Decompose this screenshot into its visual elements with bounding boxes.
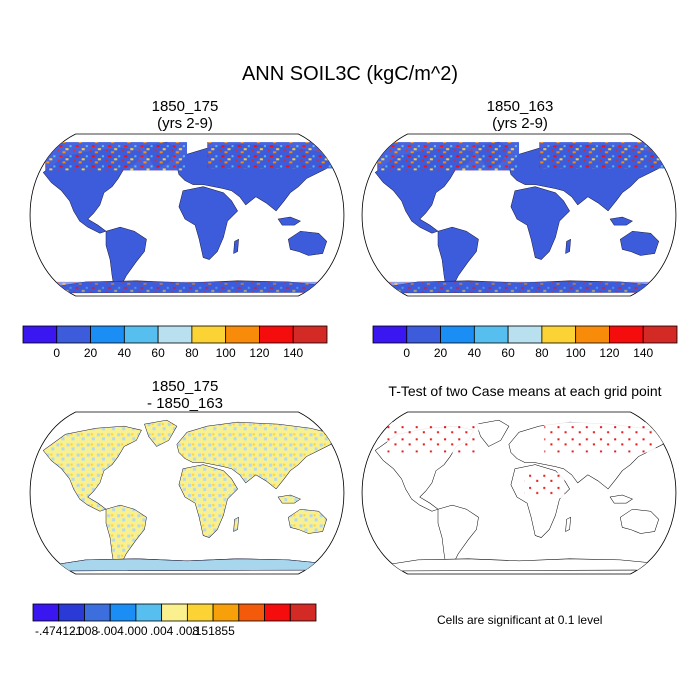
colorbar-tick-label: 120 xyxy=(599,346,620,360)
colorbar-tick-label: 80 xyxy=(535,346,549,360)
colorbar-swatch xyxy=(135,603,163,622)
panel-title-case2-line2: (yrs 2-9) xyxy=(492,115,548,132)
colorbar-swatch xyxy=(161,603,188,622)
colorbar-tick-label: 140 xyxy=(633,346,654,360)
colorbar-tick-label: 60 xyxy=(151,346,165,360)
colorbar-swatch xyxy=(259,325,294,344)
colorbar-swatch xyxy=(575,325,610,344)
panel-title-case1-line2: (yrs 2-9) xyxy=(157,115,213,132)
colorbar-swatch xyxy=(191,325,227,344)
colorbar-tick-label: 140 xyxy=(283,346,304,360)
colorbar-tick-label: 80 xyxy=(185,346,199,360)
colorbar-swatch xyxy=(186,603,214,622)
map-panel-case2 xyxy=(361,133,677,297)
colorbar-swatch xyxy=(238,603,265,622)
colorbar-swatch xyxy=(440,325,475,344)
panel-title-case2-line1: 1850_163 xyxy=(486,98,554,115)
figure-title: ANN SOIL3C (kgC/m^2) xyxy=(241,63,459,85)
colorbar-tick-label: 60 xyxy=(501,346,515,360)
colorbar-swatch xyxy=(123,325,159,344)
colorbar-case2 xyxy=(372,325,678,344)
colorbar-tick-label: .000 xyxy=(124,624,148,638)
colorbar-tick-label: .008 xyxy=(175,624,200,638)
colorbar-swatch xyxy=(58,603,85,622)
colorbar-swatch xyxy=(212,603,240,622)
panel-title-ttest: T-Test of two Case means at each grid po… xyxy=(355,383,695,400)
colorbar-diff xyxy=(32,603,317,622)
colorbar-case1 xyxy=(22,325,328,344)
colorbar-swatch xyxy=(292,325,328,344)
colorbar-tick-label: 0 xyxy=(53,346,61,360)
colorbar-tick-label: -.004 xyxy=(96,624,124,638)
colorbar-swatch xyxy=(264,603,291,622)
panel-title-case1-line1: 1850_175 xyxy=(151,98,219,115)
colorbar-tick-label: 100 xyxy=(215,346,236,360)
colorbar-tick-label: 20 xyxy=(433,346,448,360)
colorbar-swatch xyxy=(32,603,60,622)
colorbar-swatch xyxy=(109,603,137,622)
colorbar-swatch xyxy=(473,325,509,344)
colorbar-swatch xyxy=(56,325,91,344)
colorbar-tick-label: -.008 xyxy=(70,624,99,638)
colorbar-swatch xyxy=(642,325,678,344)
colorbar-swatch xyxy=(157,325,193,344)
panel-title-diff: 1850_175 - 1850_163 xyxy=(20,378,350,412)
colorbar-swatch xyxy=(372,325,408,344)
colorbar-swatch xyxy=(609,325,644,344)
colorbar-swatch xyxy=(225,325,260,344)
panel-title-case1: 1850_175 (yrs 2-9) xyxy=(20,98,350,132)
colorbar-swatch xyxy=(406,325,441,344)
colorbar-tick-label: 100 xyxy=(565,346,586,360)
significance-note: Cells are significant at 0.1 level xyxy=(437,613,603,627)
colorbar-swatch xyxy=(90,325,125,344)
panel-title-diff-line1: 1850_175 xyxy=(151,378,219,395)
colorbar-tick-label: 40 xyxy=(467,346,482,360)
panel-title-ttest-line1: T-Test of two Case means at each grid po… xyxy=(388,383,662,399)
colorbar-tick-label: 0 xyxy=(403,346,411,360)
panel-title-case2: 1850_163 (yrs 2-9) xyxy=(355,98,685,132)
colorbar-swatch xyxy=(507,325,543,344)
map-panel-diff xyxy=(29,411,345,575)
colorbar-tick-label: 40 xyxy=(117,346,132,360)
colorbar-tick-label: 120 xyxy=(249,346,270,360)
colorbar-swatch xyxy=(541,325,577,344)
colorbar-swatch xyxy=(289,603,317,622)
colorbar-tick-label: 20 xyxy=(83,346,98,360)
map-panel-case1 xyxy=(29,133,345,297)
colorbar-swatch xyxy=(84,603,111,622)
colorbar-tick-label: -.474121 xyxy=(35,624,83,638)
colorbar-tick-label: .151855 xyxy=(191,624,235,638)
colorbar-tick-label: .004 xyxy=(149,624,174,638)
colorbar-swatch xyxy=(22,325,58,344)
map-panel-ttest xyxy=(361,411,677,575)
panel-title-diff-line2: - 1850_163 xyxy=(147,395,223,412)
